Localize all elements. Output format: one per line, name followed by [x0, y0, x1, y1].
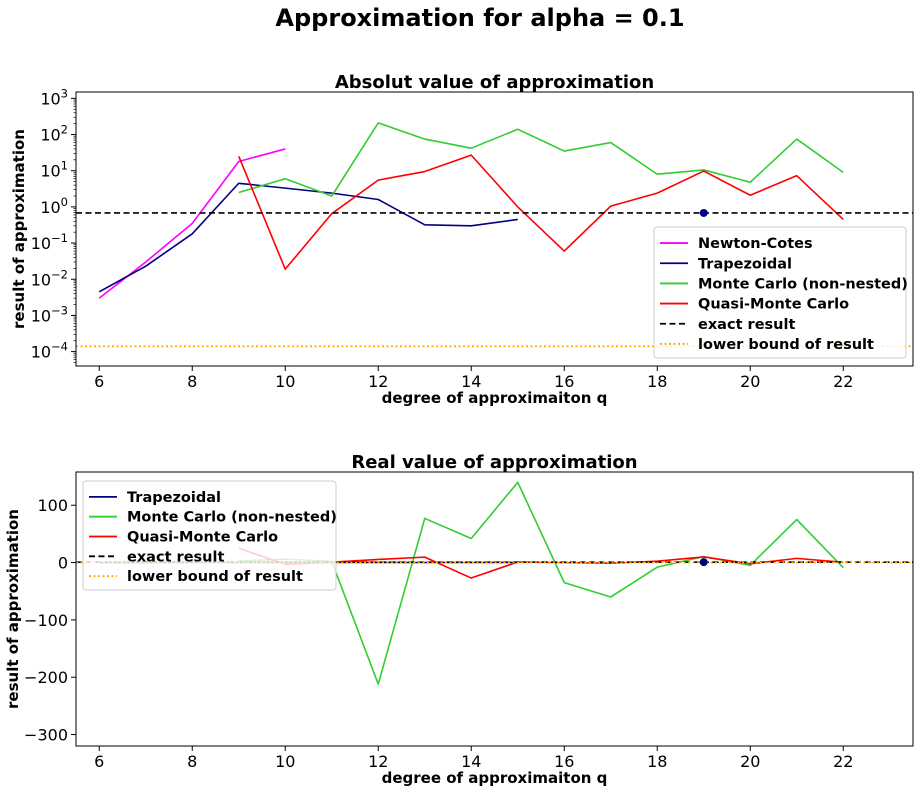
- x-tick-label: 18: [647, 372, 667, 391]
- x-tick-label: 22: [833, 372, 853, 391]
- y-tick-label: 10−3: [31, 303, 68, 325]
- x-tick-label: 16: [554, 752, 574, 771]
- y-axis-label: result of approximation: [4, 509, 22, 709]
- legend-label-exact-result: exact result: [698, 317, 795, 333]
- y-tick-label: −300: [24, 726, 68, 745]
- legend-label-monte-carlo-non-nested: Monte Carlo (non-nested): [698, 276, 908, 292]
- series-line-monte-carlo-non-nested: [238, 481, 844, 685]
- legend-label-lower-bound-of-result: lower bound of result: [127, 569, 303, 585]
- legend: Trapezoidal Monte Carlo (non-nested) Quasi…: [82, 480, 337, 591]
- y-tick-label: 10−1: [31, 231, 68, 253]
- y-tick-label: 100: [37, 496, 68, 515]
- x-tick-label: 14: [461, 752, 481, 771]
- x-tick-label: 22: [833, 752, 853, 771]
- legend-label-trapezoidal: Trapezoidal: [127, 490, 221, 506]
- x-tick-label: 12: [368, 372, 388, 391]
- legend-label-quasi-monte-carlo: Quasi-Monte Carlo: [698, 297, 849, 313]
- y-tick-label: 0: [58, 554, 68, 573]
- x-tick-label: 16: [554, 372, 574, 391]
- y-tick-label: 101: [40, 159, 68, 181]
- legend-label-exact-result: exact result: [127, 549, 224, 565]
- axes-frame: [75, 91, 914, 367]
- x-tick-label: 10: [275, 752, 295, 771]
- x-axis-label: degree of approximaiton q: [382, 769, 608, 787]
- plot-absolute-value: Absolut value of approximation 6 8 10 12 14 16…: [10, 72, 914, 407]
- y-tick-label: 103: [40, 86, 68, 108]
- x-axis-label: degree of approximaiton q: [382, 389, 608, 407]
- plot-real-value: Real value of approximation 6 8 10 12 14 16 18 2…: [4, 452, 914, 787]
- y-tick-label: −200: [24, 668, 68, 687]
- y-tick-label: 10−2: [31, 267, 68, 289]
- legend-label-lower-bound-of-result: lower bound of result: [698, 337, 874, 353]
- legend-box: [653, 226, 907, 359]
- legend-label-newton-cotes: Newton-Cotes: [698, 236, 813, 252]
- y-tick-label: −100: [24, 611, 68, 630]
- x-tick-label: 12: [368, 752, 388, 771]
- legend: Newton-Cotes Trapezoidal Monte Carlo (non-…: [653, 226, 908, 359]
- x-tick-label: 20: [740, 752, 760, 771]
- y-axis-label: result of approximation: [10, 129, 28, 329]
- legend-label-quasi-monte-carlo: Quasi-Monte Carlo: [127, 530, 278, 546]
- data-point-marker: [699, 558, 708, 567]
- x-tick-label: 14: [461, 372, 481, 391]
- axes-frame: [75, 471, 914, 747]
- y-tick-label: 10−4: [31, 340, 68, 362]
- series-line-trapezoidal: [98, 182, 518, 293]
- data-point-marker: [699, 208, 708, 217]
- x-tick-label: 8: [187, 752, 197, 771]
- x-tick-label: 18: [647, 752, 667, 771]
- axes-title: Real value of approximation: [351, 452, 637, 473]
- x-tick-label: 6: [94, 372, 104, 391]
- legend-box: [82, 480, 337, 591]
- x-tick-label: 8: [187, 372, 197, 391]
- x-tick-label: 20: [740, 372, 760, 391]
- y-tick-label: 100: [40, 195, 68, 217]
- y-tick-label: 102: [40, 123, 68, 145]
- x-tick-label: 6: [94, 752, 104, 771]
- series-line-monte-carlo-non-nested: [238, 122, 844, 197]
- series-line-quasi-monte-carlo: [238, 154, 844, 270]
- axes-title: Absolut value of approximation: [335, 72, 654, 93]
- figure-suptitle: Approximation for alpha = 0.1: [275, 4, 684, 32]
- x-tick-label: 10: [275, 372, 295, 391]
- legend-label-trapezoidal: Trapezoidal: [698, 256, 792, 272]
- legend-label-monte-carlo-non-nested: Monte Carlo (non-nested): [127, 510, 337, 526]
